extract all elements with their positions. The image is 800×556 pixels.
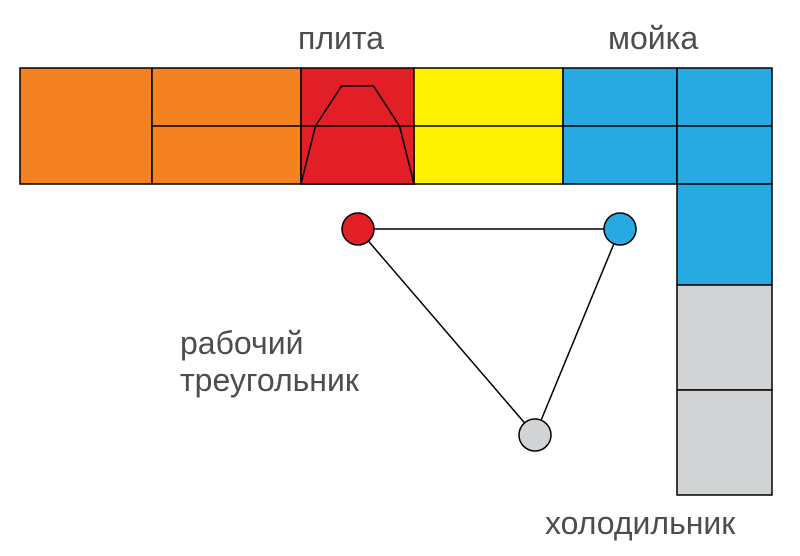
triangle-edge: [535, 229, 620, 435]
kitchen-diagram: [0, 0, 800, 556]
triangle-node: [342, 213, 374, 245]
label-triangle: рабочий треугольник: [180, 325, 359, 399]
vertical-cabinet: [677, 184, 772, 285]
vertical-cabinet: [677, 390, 772, 495]
label-stove: плита: [298, 20, 384, 57]
cabinet: [20, 68, 152, 184]
label-fridge: холодильник: [545, 505, 735, 542]
triangle-node: [604, 213, 636, 245]
triangle-node: [519, 419, 551, 451]
vertical-cabinet: [677, 285, 772, 390]
triangle-edge: [358, 229, 535, 435]
label-sink: мойка: [608, 20, 698, 57]
stove-hood-bottom: [301, 126, 414, 184]
